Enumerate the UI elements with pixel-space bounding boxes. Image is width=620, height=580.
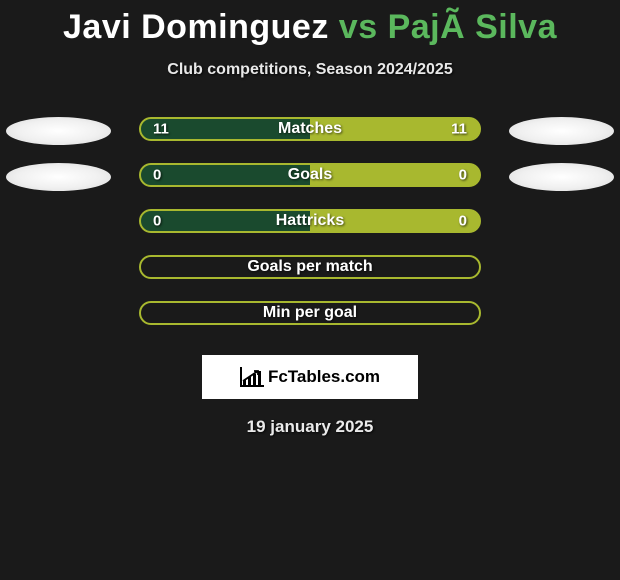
stat-row: Min per goal xyxy=(0,301,620,347)
logo-text: FcTables.com xyxy=(268,367,380,387)
stat-row: Goals per match xyxy=(0,255,620,301)
player1-ellipse xyxy=(6,117,111,145)
player2-name: PajÃ Silva xyxy=(388,8,557,46)
logo: FcTables.com xyxy=(240,367,380,387)
stat-left-value: 0 xyxy=(153,167,161,184)
stat-label: Matches xyxy=(278,120,342,138)
player2-ellipse xyxy=(509,117,614,145)
comparison-card: Javi Dominguez vs PajÃ Silva Club compet… xyxy=(0,0,620,437)
stat-row: Goals 0 0 xyxy=(0,163,620,209)
stat-left-value: 0 xyxy=(153,213,161,230)
logo-box: FcTables.com xyxy=(202,355,418,399)
stat-label: Goals xyxy=(288,166,332,184)
player1-name: Javi Dominguez xyxy=(63,8,329,46)
subtitle: Club competitions, Season 2024/2025 xyxy=(0,61,620,79)
stat-label: Min per goal xyxy=(263,304,357,322)
stat-bar: Goals 0 0 xyxy=(139,163,481,187)
date-label: 19 january 2025 xyxy=(0,417,620,437)
stat-bar: Matches 11 11 xyxy=(139,117,481,141)
stat-bar: Hattricks 0 0 xyxy=(139,209,481,233)
stat-bar: Goals per match xyxy=(139,255,481,279)
player1-ellipse xyxy=(6,163,111,191)
stat-right-value: 11 xyxy=(451,121,467,138)
title-vs: vs xyxy=(339,8,378,46)
player2-ellipse xyxy=(509,163,614,191)
stat-bar: Min per goal xyxy=(139,301,481,325)
stat-row: Hattricks 0 0 xyxy=(0,209,620,255)
page-title: Javi Dominguez vs PajÃ Silva xyxy=(0,8,620,47)
stat-right-value: 0 xyxy=(459,213,467,230)
stat-left-value: 11 xyxy=(153,121,169,138)
stats-region: Matches 11 11 Goals 0 0 Hattricks 0 0 Goals per m… xyxy=(0,117,620,347)
stat-right-value: 0 xyxy=(459,167,467,184)
logo-chart-icon xyxy=(240,367,264,387)
stat-row: Matches 11 11 xyxy=(0,117,620,163)
stat-label: Goals per match xyxy=(247,258,372,276)
stat-label: Hattricks xyxy=(276,212,344,230)
